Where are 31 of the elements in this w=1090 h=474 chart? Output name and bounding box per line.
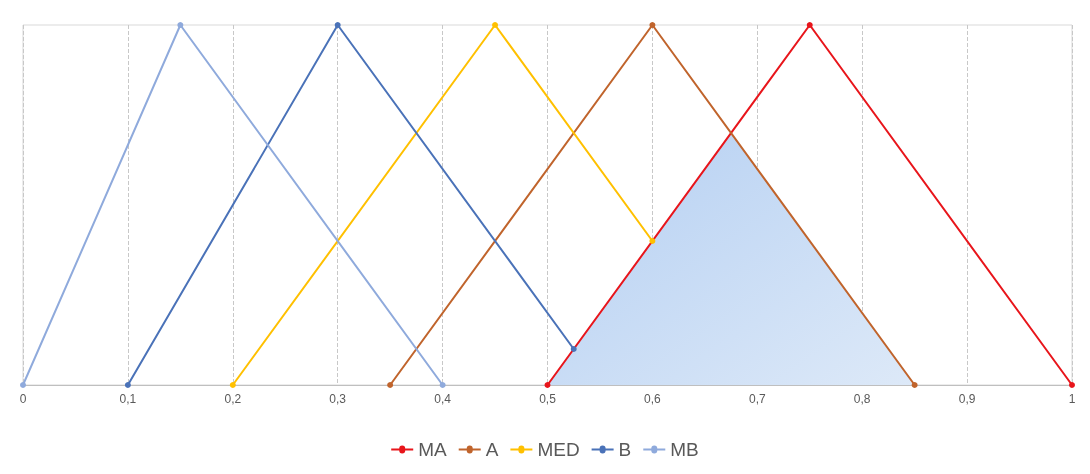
x-tick-label: 0,2 [224, 392, 242, 406]
point [20, 382, 26, 388]
x-tick-label: 0,9 [958, 392, 976, 406]
legend-label: MED [537, 439, 580, 460]
x-tick-label: 0,4 [434, 392, 452, 406]
point [1069, 382, 1075, 388]
point [229, 382, 236, 388]
point [649, 22, 656, 28]
x-tick-label: 0,6 [644, 392, 662, 406]
x-tick-label: 0 [19, 392, 27, 406]
point [544, 382, 551, 388]
x-tick-label: 1 [1068, 392, 1076, 406]
legend-label: A [485, 439, 499, 460]
point [387, 382, 394, 388]
legend-label: B [618, 439, 632, 460]
point [177, 22, 184, 28]
x-tick-label: 0,8 [853, 392, 871, 406]
legend-label: MB [670, 439, 699, 460]
point [649, 238, 656, 244]
point [334, 22, 341, 28]
point [439, 382, 446, 388]
point [911, 382, 918, 388]
x-tick-label: 0,5 [539, 392, 557, 406]
legend-label: MA [418, 439, 448, 460]
point [492, 22, 499, 28]
x-tick-label: 0,7 [748, 392, 766, 406]
point [570, 346, 577, 352]
x-tick-label: 0,3 [329, 392, 347, 406]
x-tick-label: 0,1 [119, 392, 137, 406]
point [124, 382, 131, 388]
point [806, 22, 813, 28]
